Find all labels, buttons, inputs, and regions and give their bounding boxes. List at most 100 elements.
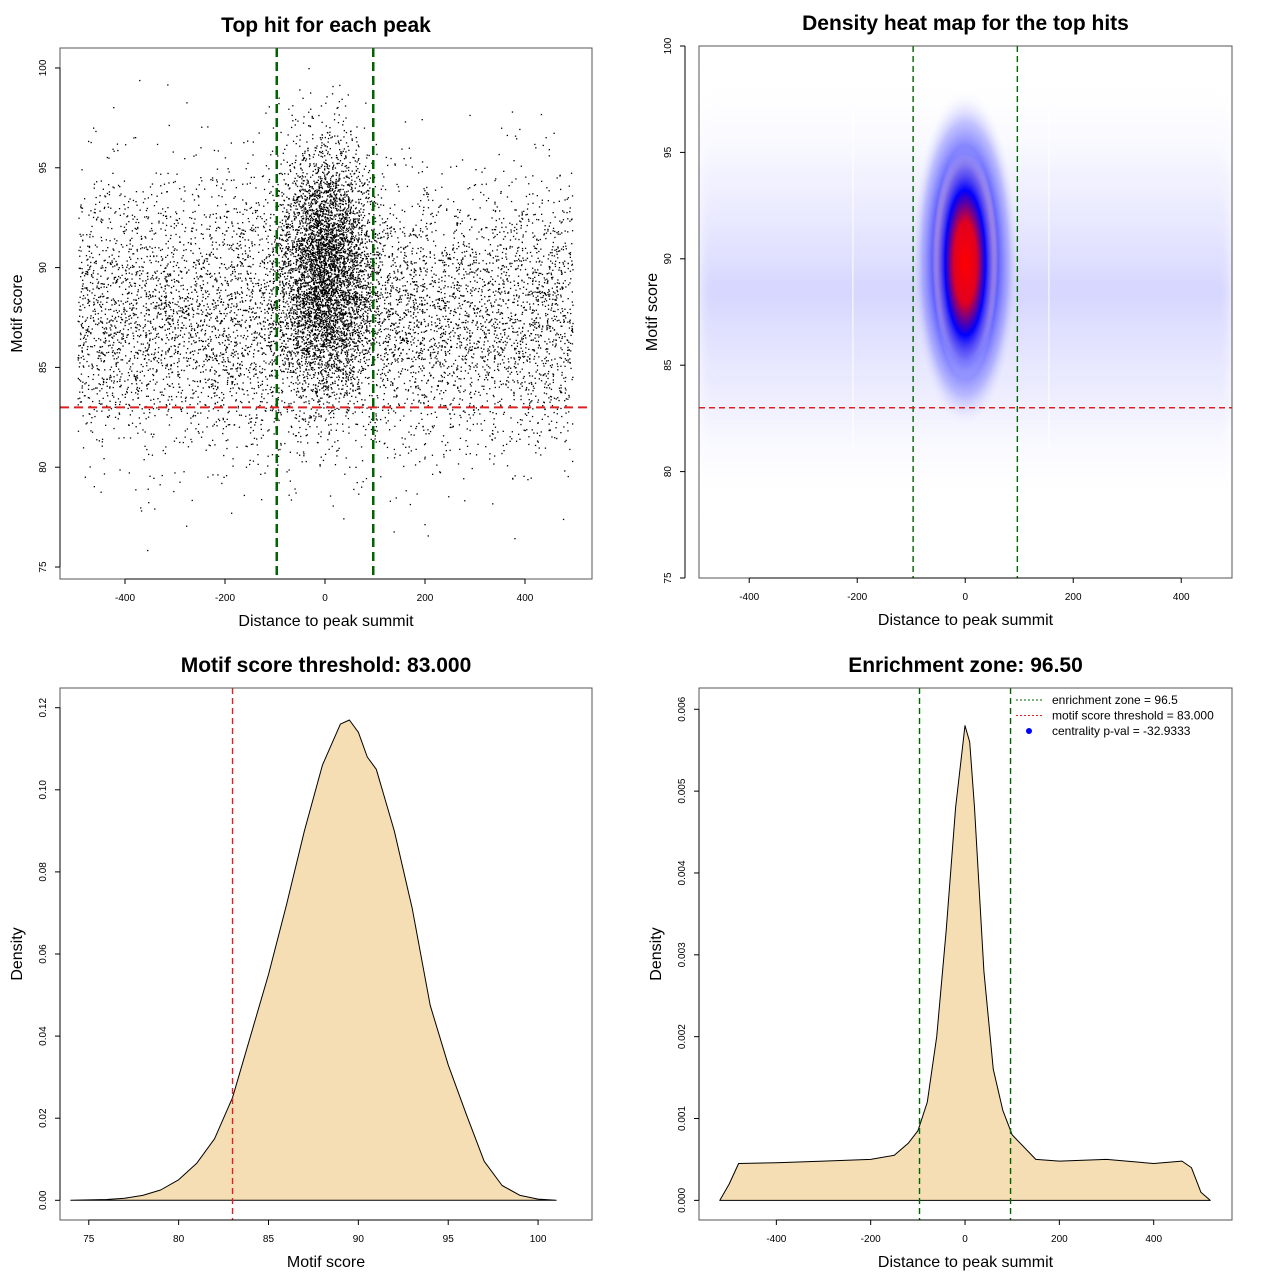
- data-point: [439, 363, 441, 365]
- data-point: [324, 261, 327, 264]
- data-point: [556, 363, 558, 365]
- data-point: [568, 185, 570, 187]
- data-point: [496, 249, 498, 251]
- data-point: [131, 292, 133, 295]
- data-point: [459, 345, 461, 347]
- data-point: [441, 332, 443, 335]
- data-point: [136, 204, 138, 206]
- data-point: [296, 241, 298, 243]
- data-point: [545, 137, 547, 139]
- data-point: [164, 285, 166, 287]
- data-point: [436, 416, 438, 418]
- data-point: [212, 425, 214, 427]
- data-point: [124, 322, 126, 324]
- data-point: [284, 346, 286, 348]
- data-point: [211, 177, 214, 179]
- data-point: [393, 396, 395, 398]
- data-point: [481, 289, 483, 291]
- data-point: [109, 263, 112, 265]
- data-point: [356, 352, 358, 354]
- data-point: [119, 214, 121, 216]
- data-point: [276, 309, 278, 312]
- data-point: [421, 357, 423, 359]
- data-point: [131, 370, 133, 372]
- data-point: [569, 319, 571, 321]
- data-point: [101, 293, 104, 295]
- data-point: [383, 405, 385, 407]
- data-point: [377, 406, 379, 408]
- data-point: [506, 258, 508, 260]
- data-point: [500, 191, 502, 193]
- data-point: [329, 344, 331, 347]
- data-point: [553, 132, 555, 134]
- data-point: [505, 344, 507, 346]
- data-point: [520, 221, 522, 223]
- data-point: [432, 199, 434, 202]
- data-point: [438, 318, 440, 320]
- data-point: [262, 321, 264, 323]
- data-point: [569, 256, 571, 258]
- data-point: [341, 348, 343, 351]
- data-point: [377, 321, 379, 324]
- data-point: [464, 314, 466, 317]
- data-point: [540, 296, 542, 299]
- data-point: [314, 298, 316, 300]
- data-point: [167, 328, 169, 330]
- data-point: [107, 277, 109, 279]
- data-point: [209, 276, 212, 278]
- data-point: [538, 447, 540, 449]
- data-point: [402, 443, 404, 445]
- data-point: [312, 361, 315, 363]
- data-point: [304, 388, 306, 391]
- data-point: [291, 306, 293, 308]
- data-point: [231, 279, 233, 281]
- data-point: [103, 341, 105, 343]
- data-point: [416, 320, 418, 322]
- data-point: [384, 319, 387, 321]
- data-point: [113, 358, 115, 360]
- data-point: [144, 431, 146, 433]
- data-point: [121, 293, 124, 296]
- data-point: [414, 234, 417, 236]
- data-point: [430, 374, 432, 376]
- data-point: [549, 395, 552, 398]
- data-point: [479, 270, 482, 272]
- data-point: [233, 325, 236, 327]
- data-point: [117, 418, 119, 420]
- data-point: [117, 339, 119, 341]
- data-point: [155, 308, 157, 310]
- data-point: [183, 324, 185, 327]
- data-point: [216, 248, 218, 250]
- data-point: [128, 221, 130, 223]
- data-point: [365, 258, 367, 260]
- data-point: [492, 433, 494, 435]
- data-point: [351, 303, 353, 305]
- data-point: [225, 230, 227, 232]
- data-point: [282, 211, 284, 213]
- data-point: [456, 248, 458, 250]
- data-point: [90, 274, 93, 276]
- data-point: [529, 420, 531, 422]
- data-point: [305, 358, 307, 361]
- data-point: [452, 293, 454, 295]
- data-point: [138, 349, 140, 351]
- data-point: [184, 158, 186, 160]
- data-point: [151, 454, 154, 456]
- data-point: [198, 196, 200, 198]
- data-point: [246, 272, 249, 274]
- data-point: [390, 381, 392, 383]
- data-point: [231, 221, 233, 223]
- data-point: [317, 295, 319, 298]
- data-point: [140, 390, 143, 392]
- data-point: [166, 365, 168, 367]
- data-point: [280, 172, 282, 174]
- data-point: [172, 386, 175, 388]
- data-point: [329, 495, 332, 497]
- data-point: [257, 202, 260, 204]
- data-point: [544, 383, 546, 385]
- data-point: [270, 268, 272, 270]
- data-point: [252, 258, 254, 260]
- data-point: [543, 401, 545, 403]
- data-point: [455, 324, 458, 326]
- data-point: [177, 366, 179, 368]
